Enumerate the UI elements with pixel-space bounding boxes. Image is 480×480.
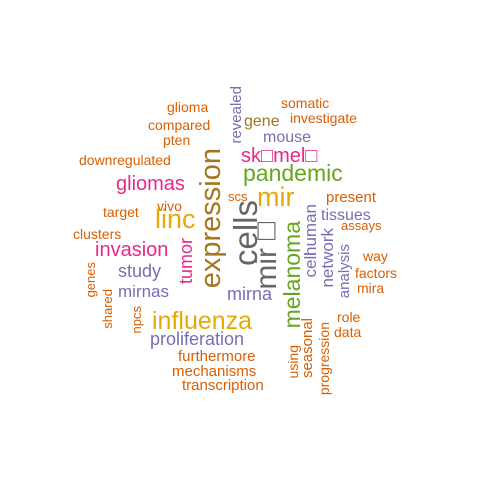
word: target — [103, 204, 139, 220]
word: role — [337, 309, 361, 325]
word: factors — [355, 265, 398, 281]
word: using — [285, 345, 301, 379]
word: mechanisms — [172, 363, 257, 380]
word: mouse — [263, 129, 312, 146]
word: human — [301, 204, 320, 256]
word: proliferation — [150, 329, 245, 349]
word: mir□ — [250, 215, 283, 290]
word: study — [118, 261, 162, 281]
word: progression — [316, 322, 332, 396]
word: sk□mel□ — [241, 145, 318, 167]
word: linc — [155, 204, 196, 234]
word: tumor — [176, 238, 196, 285]
word: transcription — [182, 377, 264, 394]
word: compared — [148, 117, 211, 133]
word: present — [326, 189, 377, 206]
word: vivo — [157, 198, 182, 214]
word: gene — [244, 113, 280, 130]
word: network — [318, 228, 337, 288]
word: mirnas — [118, 282, 170, 301]
word: data — [334, 324, 362, 340]
word: analysis — [336, 244, 353, 299]
word: npcs — [129, 306, 144, 334]
word: mir — [257, 182, 295, 212]
word: pten — [163, 132, 191, 148]
word: expression — [195, 148, 227, 289]
word: tissues — [321, 207, 371, 224]
word: revealed — [228, 86, 245, 144]
word: clusters — [73, 226, 122, 242]
word: downregulated — [79, 152, 171, 168]
word: gliomas — [116, 173, 185, 195]
word: investigate — [290, 110, 357, 126]
word: mirna — [227, 284, 273, 304]
word: scs — [228, 189, 248, 204]
word: assays — [341, 218, 382, 233]
word: pandemic — [243, 160, 343, 186]
word: way — [363, 248, 388, 264]
word: invasion — [95, 239, 169, 261]
word: genes — [83, 262, 98, 298]
word: mira — [357, 280, 385, 296]
word: glioma — [167, 99, 209, 115]
word: seasonal — [299, 318, 316, 379]
word: shared — [100, 289, 115, 329]
word: furthermore — [178, 348, 256, 365]
word: somatic — [281, 95, 330, 111]
word: influenza — [152, 307, 253, 335]
